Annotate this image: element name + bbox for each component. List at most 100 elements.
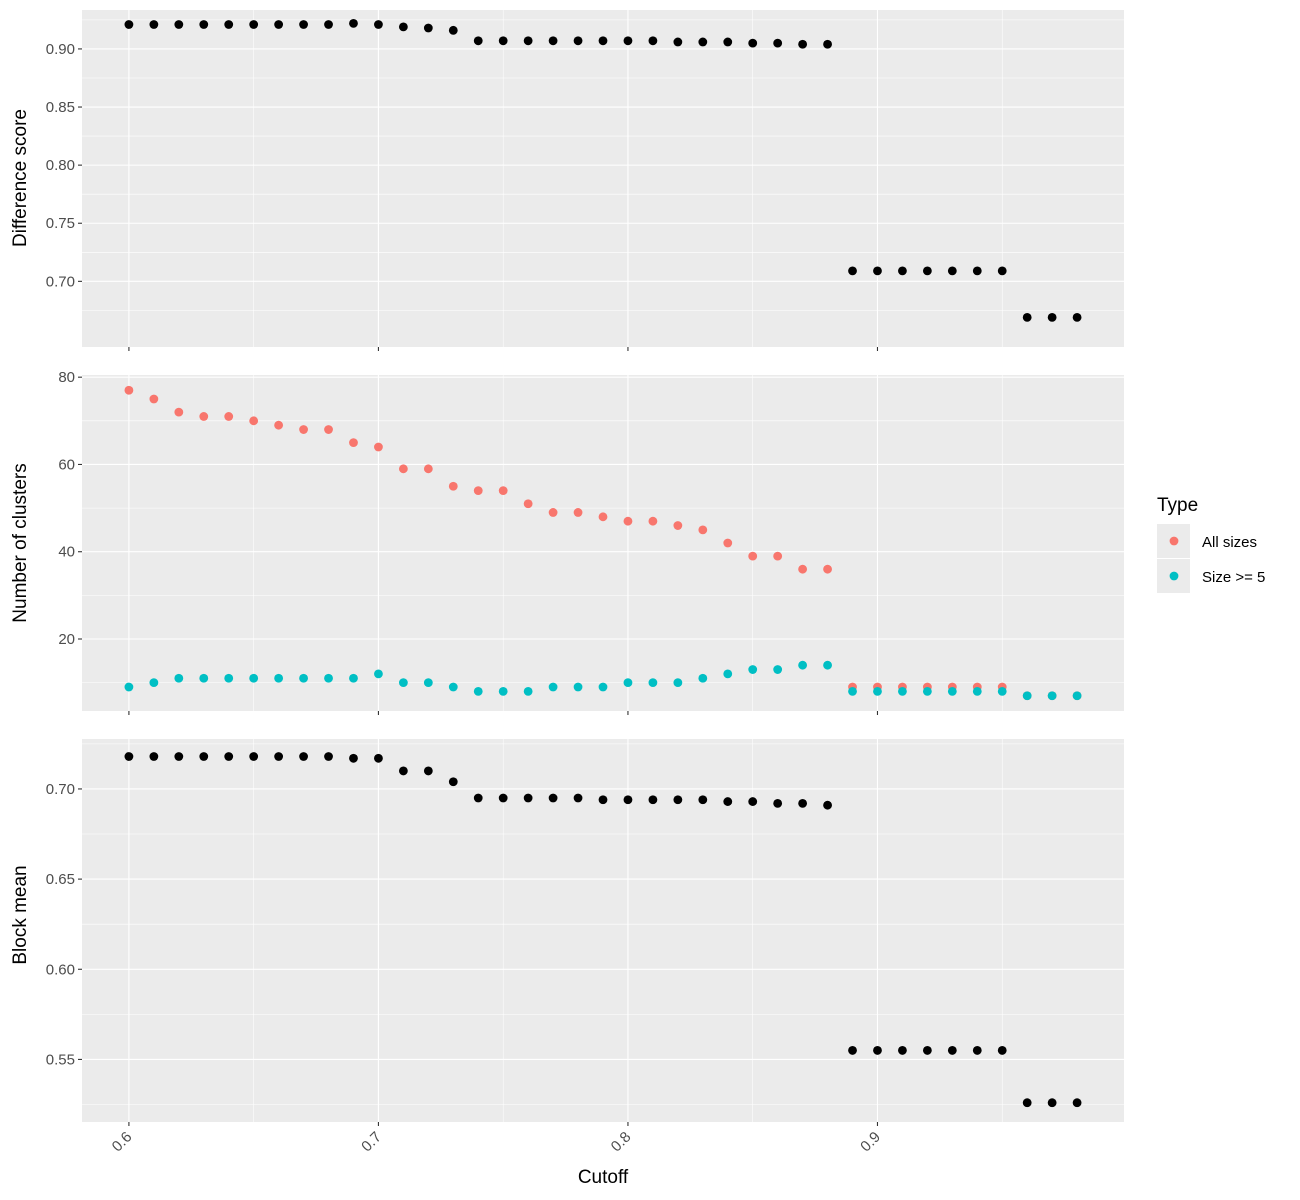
chart-panels: 0.90 0.85 0.80 0.75 0.70 Difference score 80 60…	[10, 10, 1124, 1155]
point-all-sizes	[374, 442, 383, 452]
point-series-1	[673, 37, 683, 47]
panel-background	[82, 10, 1124, 347]
point-series-1	[598, 795, 608, 805]
point-series-1	[773, 798, 783, 808]
point-size-5	[648, 678, 658, 688]
point-size-5	[423, 678, 433, 688]
legend-label-size-5: Size >= 5	[1202, 569, 1265, 586]
point-series-1	[1072, 312, 1082, 322]
point-all-sizes	[299, 425, 308, 434]
point-series-1	[947, 1046, 957, 1055]
point-series-1	[523, 36, 533, 46]
point-series-1	[623, 36, 633, 46]
point-series-1	[848, 266, 857, 276]
point-series-1	[1047, 1098, 1057, 1108]
point-series-1	[398, 766, 408, 776]
point-all-sizes	[349, 438, 358, 448]
point-series-1	[997, 266, 1007, 276]
point-all-sizes	[423, 464, 433, 474]
point-series-1	[249, 20, 259, 29]
y-axis-title: Number of clusters	[10, 463, 31, 622]
point-series-1	[922, 266, 932, 276]
x-axis-title: Cutoff	[578, 1167, 629, 1188]
y-tick-label-0-55: 0.55	[46, 1051, 75, 1068]
point-series-1	[773, 38, 783, 48]
point-series-1	[249, 752, 259, 761]
point-all-sizes	[199, 412, 209, 421]
point-series-1	[997, 1046, 1007, 1055]
panel-2: 80 60 40 20 Number of clusters	[10, 369, 1124, 715]
point-series-1	[374, 20, 383, 29]
panel-3: 0.70 0.65 0.60 0.55 0.6 0.7 0.8 0.9 Block mean	[10, 739, 1124, 1155]
point-size-5	[623, 678, 633, 688]
point-size-5	[274, 673, 284, 683]
point-size-5	[349, 673, 358, 683]
legend-label-all-sizes: All sizes	[1202, 534, 1257, 551]
point-all-sizes	[149, 394, 159, 404]
point-size-5	[299, 673, 308, 683]
point-series-1	[498, 36, 508, 46]
point-all-sizes	[623, 516, 633, 526]
point-size-5	[1072, 691, 1082, 701]
point-size-5	[673, 678, 683, 688]
point-series-1	[473, 793, 483, 803]
point-series-1	[174, 752, 184, 761]
point-size-5	[124, 682, 134, 692]
legend: Type All sizes Size >= 5	[1157, 495, 1265, 593]
point-all-sizes	[698, 525, 708, 535]
point-series-1	[748, 797, 758, 806]
y-tick-label-0-80: 0.80	[46, 157, 75, 174]
point-series-1	[1022, 1098, 1032, 1108]
point-series-1	[548, 36, 558, 46]
point-series-1	[922, 1046, 932, 1055]
point-series-1	[873, 1046, 882, 1055]
x-tick-label-0-8: 0.8	[608, 1129, 635, 1156]
point-size-5	[873, 686, 882, 696]
y-tick-label-0-65: 0.65	[46, 871, 75, 888]
y-tick-label-0-90: 0.90	[46, 41, 75, 58]
x-tick-label-0-9: 0.9	[857, 1129, 884, 1156]
point-series-1	[798, 798, 808, 808]
point-series-1	[823, 39, 832, 49]
x-tick-label-0-6: 0.6	[109, 1129, 136, 1156]
point-all-sizes	[523, 499, 533, 509]
point-series-1	[698, 37, 708, 47]
point-series-1	[673, 795, 683, 805]
point-size-5	[972, 686, 982, 696]
point-all-sizes	[324, 425, 333, 434]
point-all-sizes	[548, 508, 558, 517]
y-tick-label-0-85: 0.85	[46, 99, 75, 116]
y-tick-label-0-70: 0.70	[46, 781, 75, 798]
point-series-1	[299, 752, 308, 761]
y-tick-label-0-75: 0.75	[46, 215, 75, 232]
point-all-sizes	[174, 407, 184, 417]
point-series-1	[473, 36, 483, 46]
point-series-1	[873, 266, 882, 276]
point-all-sizes	[773, 551, 783, 561]
point-series-1	[573, 793, 583, 803]
point-series-1	[374, 753, 383, 763]
point-all-sizes	[673, 521, 683, 530]
point-series-1	[523, 793, 533, 803]
point-series-1	[823, 800, 832, 810]
y-tick-label-20: 20	[58, 631, 75, 648]
point-size-5	[199, 673, 209, 683]
point-series-1	[723, 797, 733, 806]
point-series-1	[324, 20, 333, 29]
point-size-5	[773, 665, 783, 674]
point-all-sizes	[274, 420, 284, 430]
point-all-sizes	[249, 416, 259, 426]
y-tick-label-0-60: 0.60	[46, 961, 75, 978]
point-series-1	[1022, 312, 1032, 322]
point-series-1	[1047, 312, 1057, 322]
y-axis-title: Difference score	[10, 109, 31, 247]
point-series-1	[423, 23, 433, 33]
point-series-1	[698, 795, 708, 805]
point-series-1	[548, 793, 558, 803]
point-size-5	[598, 682, 608, 692]
point-size-5	[324, 673, 333, 683]
point-size-5	[398, 678, 408, 688]
point-size-5	[498, 686, 508, 696]
point-size-5	[249, 673, 259, 683]
